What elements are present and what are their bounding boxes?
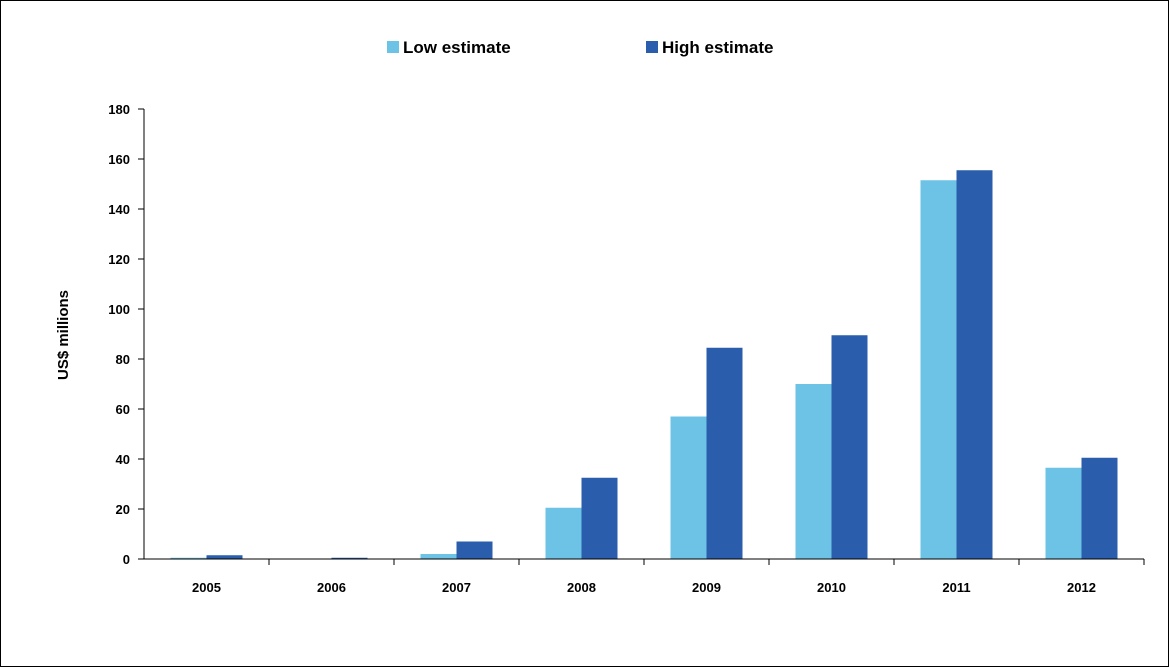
bar-low-estimate-2008: [545, 507, 582, 559]
bars: [170, 170, 1118, 559]
bar-high-estimate-2012: [1081, 457, 1118, 559]
y-tick-label: 120: [108, 252, 130, 267]
y-tick-label: 140: [108, 202, 130, 217]
x-tick-label: 2008: [567, 580, 596, 595]
x-axis-ticks: 2005 2006 2007 2008 2009 2010 2011 2012: [192, 559, 1145, 595]
bar-high-estimate-2006: [331, 557, 368, 559]
x-tick-label: 2010: [817, 580, 846, 595]
legend-label-high-estimate: High estimate: [662, 38, 773, 57]
legend: Low estimate High estimate: [387, 38, 773, 57]
bar-low-estimate-2011: [920, 180, 957, 559]
bar-high-estimate-2010: [831, 335, 868, 559]
x-tick-label: 2012: [1067, 580, 1096, 595]
y-tick-label: 40: [116, 452, 130, 467]
y-tick-label: 20: [116, 502, 130, 517]
bar-low-estimate-2009: [670, 416, 707, 559]
x-tick-label: 2011: [942, 580, 970, 595]
x-tick-label: 2006: [317, 580, 346, 595]
x-tick-label: 2007: [442, 580, 471, 595]
bar-low-estimate-2012: [1045, 467, 1082, 559]
bar-low-estimate-2010: [795, 384, 832, 559]
legend-swatch-high-estimate: [646, 41, 658, 53]
y-tick-label: 160: [108, 152, 130, 167]
y-tick-label: 80: [116, 352, 130, 367]
bar-high-estimate-2011: [956, 170, 993, 559]
bar-low-estimate-2007: [420, 554, 457, 559]
bar-high-estimate-2007: [456, 541, 493, 559]
x-tick-label: 2005: [192, 580, 221, 595]
bar-high-estimate-2009: [706, 347, 743, 559]
y-axis-title: US$ millions: [55, 290, 72, 380]
bar-high-estimate-2005: [206, 555, 243, 559]
legend-swatch-low-estimate: [387, 41, 399, 53]
y-tick-label: 180: [108, 102, 130, 117]
x-tick-label: 2009: [692, 580, 721, 595]
bar-high-estimate-2008: [581, 477, 618, 559]
y-tick-label: 100: [108, 302, 130, 317]
y-tick-label: 0: [123, 552, 130, 567]
y-axis-ticks: 0 20 40 60 80 100 120 140 160 180: [108, 102, 144, 567]
y-tick-label: 60: [116, 402, 130, 417]
bar-low-estimate-2005: [170, 557, 207, 559]
legend-label-low-estimate: Low estimate: [403, 38, 511, 57]
